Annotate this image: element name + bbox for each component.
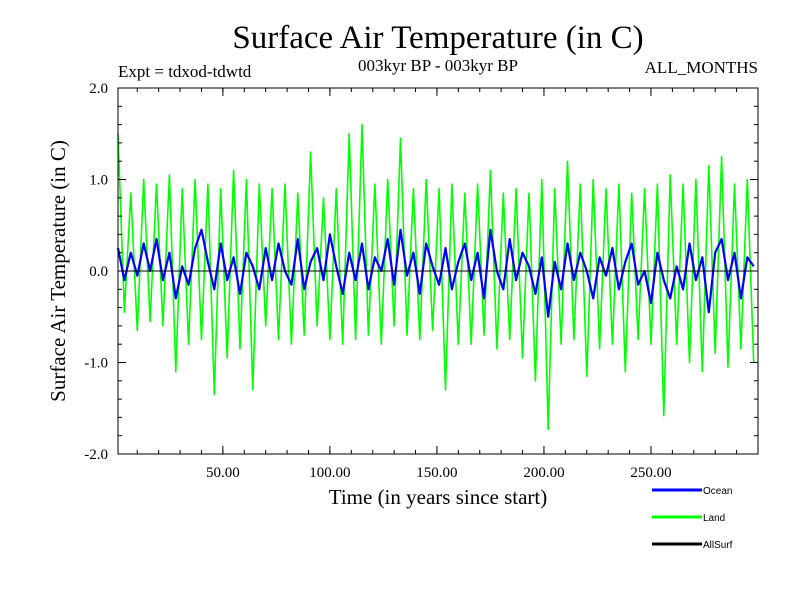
legend: Ocean Land AllSurf [652, 486, 733, 551]
x-tick-label: 150.00 [416, 465, 457, 481]
y-tick-label: 0.0 [89, 264, 108, 280]
x-tick-label: 200.00 [523, 465, 564, 481]
series-line-land [117, 123, 755, 431]
legend-label-land: Land [703, 513, 725, 524]
y-tick-label: -1.0 [84, 356, 108, 372]
tick-layer: -2.0 -1.0 0.0 1.0 2.0 50.00 100.00 150.00 200.00… [84, 81, 758, 481]
x-tick-label: 100.00 [309, 465, 350, 481]
y-axis-title: Surface Air Temperature (in C) [46, 140, 70, 402]
y-tick-label: 1.0 [89, 173, 108, 189]
series-layer [116, 123, 755, 431]
x-tick-label: 50.00 [206, 465, 240, 481]
chart-subtitle-right: ALL_MONTHS [645, 58, 758, 77]
plot-frame [117, 87, 759, 455]
series-line-ocean [116, 228, 755, 318]
chart-title: Surface Air Temperature (in C) [232, 20, 643, 56]
chart-subtitle-center: 003kyr BP - 003kyr BP [358, 56, 518, 75]
y-tick-label: 2.0 [89, 81, 108, 97]
y-tick-label: -2.0 [84, 447, 108, 463]
plot-area: -2.0 -1.0 0.0 1.0 2.0 50.00 100.00 150.00 200.00… [84, 81, 759, 481]
chart-subtitle-left: Expt = tdxod-tdwtd [118, 62, 252, 81]
x-tick-label: 250.00 [630, 465, 671, 481]
legend-label-allsurf: AllSurf [703, 540, 733, 551]
legend-label-ocean: Ocean [703, 486, 732, 497]
x-axis-title: Time (in years since start) [329, 485, 548, 509]
